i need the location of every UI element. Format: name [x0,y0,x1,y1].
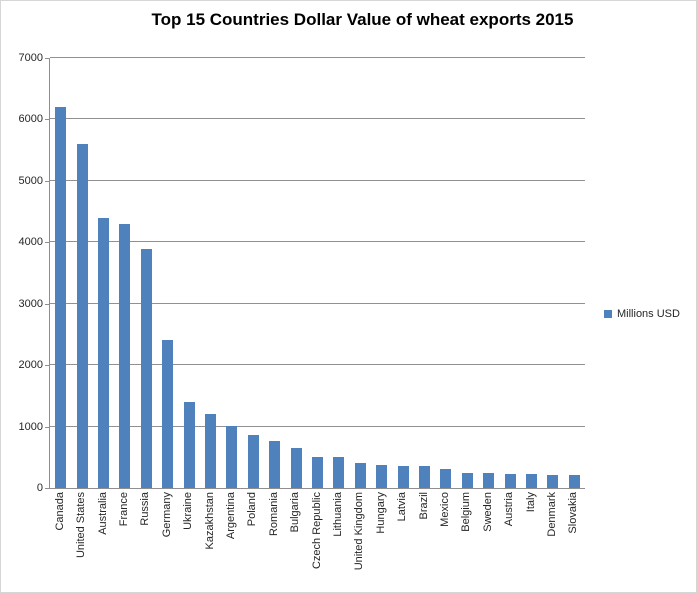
y-axis-tick [45,426,49,428]
y-axis-label: 4000 [18,236,43,249]
y-axis-label: 3000 [18,297,43,310]
bar-mexico [440,469,452,488]
bar-canada [55,107,67,488]
y-axis-label: 7000 [18,52,43,64]
x-axis-label: Austria [503,492,516,527]
bar-argentina [226,425,238,488]
chart-title: Top 15 Countries Dollar Value of wheat e… [151,10,574,29]
x-axis-label: Russia [139,492,152,526]
x-axis-label: Romania [267,492,280,537]
bar-united-states [76,144,88,488]
gridline [50,425,585,427]
x-axis-label: United States [75,492,88,559]
y-axis-label: 5000 [18,174,43,187]
bar-romania [269,441,281,488]
bar-poland [247,434,259,488]
bar-sweden [483,472,495,488]
x-axis-label: Australia [96,492,109,535]
bar-russia [140,249,152,488]
bar-bulgaria [290,448,302,488]
x-axis-label: Belgium [460,492,473,532]
bar-australia [98,217,109,488]
bar-brazil [419,466,430,488]
gridline [50,364,585,366]
x-axis-label: Canada [53,492,66,531]
gridline [50,302,585,304]
y-axis-tick [45,242,49,244]
bar-latvia [397,466,409,488]
x-axis-label: Latvia [396,492,409,522]
bar-kazakhstan [205,413,216,488]
plot-area [49,57,585,489]
x-axis-label: United Kingdom [353,492,366,571]
legend: Millions USD [604,308,680,320]
x-axis-label: Lithuania [331,492,344,537]
y-axis-label: 2000 [18,359,43,372]
x-axis-label: Slovakia [567,492,580,534]
y-axis-tick [45,303,49,305]
bar-denmark [547,474,559,488]
x-axis-label: Germany [160,492,173,538]
legend-label: Millions USD [617,308,680,320]
x-axis-label: Poland [246,492,259,527]
bar-france [119,223,131,488]
y-axis-label: 0 [36,482,43,494]
bar-hungary [376,464,388,488]
y-axis-tick [45,365,49,367]
bar-czech-republic [312,456,323,488]
gridline [50,118,585,120]
x-axis-label: Brazil [417,492,430,520]
bar-lithuania [333,456,345,488]
bar-austria [504,474,516,488]
bar-ukraine [183,402,195,488]
gridline [50,57,585,58]
bar-italy [526,474,537,488]
bar-united-kingdom [354,462,366,488]
x-axis-label: Denmark [545,492,558,537]
x-axis-label: Czech Republic [310,492,323,570]
bar-germany [162,339,174,488]
y-axis-tick [45,180,49,182]
y-axis-tick [45,119,49,121]
x-axis-label: France [117,492,130,527]
x-axis-label: Sweden [481,492,494,532]
gridline [50,241,585,243]
legend-marker-icon [604,310,612,318]
gridline [50,179,585,181]
x-axis-label: Hungary [374,492,387,534]
bar-slovakia [568,474,580,488]
y-axis-label: 1000 [18,420,43,433]
x-axis-label: Italy [524,492,537,513]
bar-belgium [461,472,473,488]
x-axis-label: Bulgaria [289,492,302,533]
y-axis-label: 6000 [18,113,43,126]
x-axis-label: Kazakhstan [203,492,216,550]
y-axis-tick [45,488,49,489]
x-axis-label: Argentina [224,492,237,540]
x-axis-label: Ukraine [182,492,195,530]
x-axis-label: Mexico [438,492,451,527]
y-axis-tick [45,58,49,59]
